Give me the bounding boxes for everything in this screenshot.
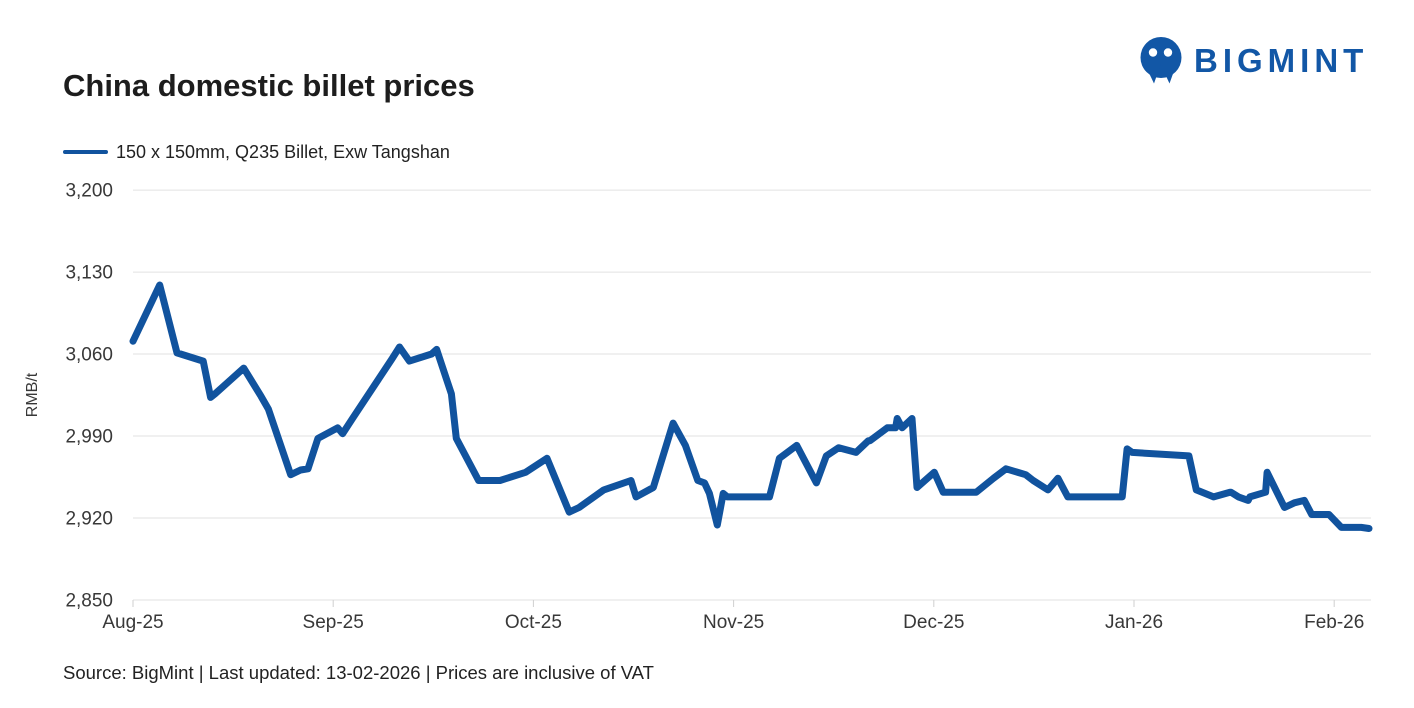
svg-text:Nov-25: Nov-25 — [703, 612, 764, 633]
svg-text:Aug-25: Aug-25 — [102, 612, 163, 633]
svg-text:Jan-26: Jan-26 — [1105, 612, 1163, 633]
svg-text:Feb-26: Feb-26 — [1304, 612, 1364, 633]
svg-text:2,990: 2,990 — [65, 427, 113, 448]
svg-text:3,060: 3,060 — [65, 345, 113, 366]
svg-text:2,850: 2,850 — [65, 591, 113, 612]
svg-text:2,920: 2,920 — [65, 509, 113, 530]
svg-text:Sep-25: Sep-25 — [303, 612, 364, 633]
svg-text:Oct-25: Oct-25 — [505, 612, 562, 633]
svg-text:Dec-25: Dec-25 — [903, 612, 964, 633]
svg-text:3,130: 3,130 — [65, 263, 113, 284]
svg-text:RMB/t: RMB/t — [24, 372, 41, 417]
svg-text:3,200: 3,200 — [65, 181, 113, 202]
